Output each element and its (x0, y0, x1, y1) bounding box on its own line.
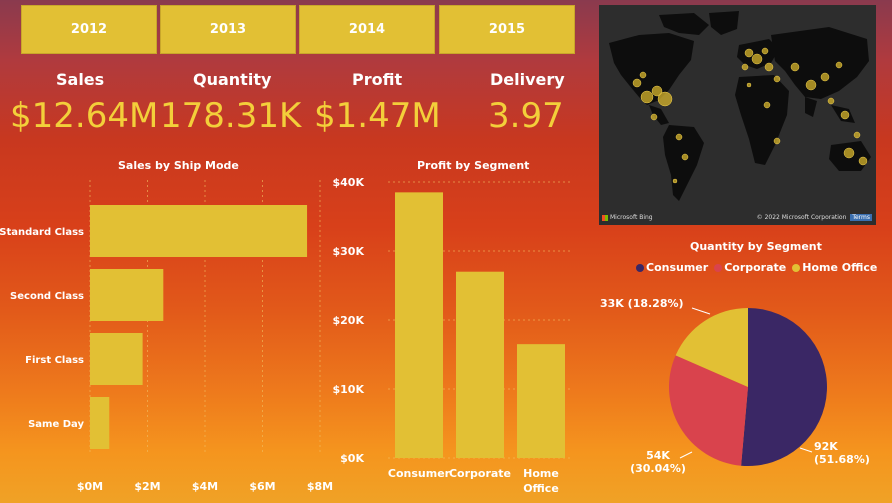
map-landmass (609, 11, 871, 201)
bar-consumer (395, 192, 443, 458)
x-tick-label: $2M (134, 480, 160, 493)
map-canvas (609, 11, 871, 201)
bar-first-class (90, 333, 143, 385)
kpi-sales-label: Sales (56, 70, 105, 89)
legend-corporate[interactable]: Corporate (714, 261, 786, 274)
map-attribution: © 2022 Microsoft Corporation Terms (757, 214, 872, 221)
map-bubbles (632, 47, 868, 184)
legend-corporate-dot (714, 263, 723, 272)
x-tick-label: $4M (192, 480, 218, 493)
category-label: Office (523, 482, 559, 495)
category-label: Standard Class (0, 227, 84, 238)
year-2014-button[interactable]: 2014 (299, 5, 435, 54)
y-tick-label: $0K (340, 452, 364, 465)
bar-same-day (90, 397, 110, 449)
kpi-profit-label: Profit (352, 70, 403, 89)
x-tick-label: $8M (307, 480, 333, 493)
category-label: First Class (25, 355, 84, 366)
y-tick-label: $30K (333, 245, 365, 258)
kpi-delivery-label: Delivery (490, 70, 565, 89)
kpi-profit-value: $1.47M (314, 96, 441, 136)
map-brand-text: Microsoft Bing (610, 214, 653, 221)
x-tick-label: $0M (77, 480, 103, 493)
category-label: Second Class (10, 291, 84, 302)
pie-label-corporate: 54K (646, 449, 670, 462)
year-2015-button[interactable]: 2015 (439, 5, 575, 54)
kpi-sales-value: $12.64M (10, 96, 159, 136)
y-tick-label: $20K (333, 314, 365, 327)
legend-home-office[interactable]: Home Office (792, 261, 877, 274)
y-tick-label: $40K (333, 176, 365, 189)
bing-logo: Microsoft Bing (602, 214, 653, 221)
world-map[interactable]: Microsoft Bing © 2022 Microsoft Corporat… (599, 5, 876, 225)
pie-leader-corporate (679, 451, 693, 459)
y-tick-label: $10K (333, 383, 365, 396)
legend-home-office-dot (792, 263, 801, 272)
pie-slice-home-office (675, 308, 748, 387)
map-attribution-text: © 2022 Microsoft Corporation (756, 214, 847, 221)
year-2013-button[interactable]: 2013 (160, 5, 296, 54)
pie-label-home-office: 33K (18.28%) (600, 297, 684, 310)
legend-corporate-label: Corporate (724, 261, 787, 274)
pie-slice-consumer (741, 308, 827, 466)
kpi-delivery-value: 3.97 (488, 96, 564, 136)
kpi-quantity-label: Quantity (193, 70, 272, 89)
category-label: Consumer (388, 467, 451, 480)
pie-leader-home-office (691, 307, 711, 315)
map-terms-link[interactable]: Terms (850, 214, 872, 221)
quantity-by-segment-pie: 92K(51.68%) 54K(30.04%) 33K (18.28%) (600, 297, 870, 475)
x-tick-label: $6M (249, 480, 275, 493)
bar-second-class (90, 269, 164, 321)
bar-standard-class (90, 205, 308, 257)
pie-legend: Consumer Corporate Home Office (636, 261, 877, 274)
quantity-by-segment-title: Quantity by Segment (690, 240, 822, 253)
category-label: Corporate (449, 467, 511, 480)
legend-consumer-dot (636, 263, 644, 272)
legend-consumer[interactable]: Consumer (636, 261, 708, 274)
bar-corporate (456, 271, 504, 458)
pie-label-consumer: 92K (814, 440, 838, 453)
microsoft-logo-icon (602, 214, 608, 221)
pie-leader-consumer (799, 447, 813, 453)
pie-slice-corporate (669, 355, 748, 466)
kpi-quantity-value: 178.31K (160, 96, 302, 136)
profit-by-segment-title: Profit by Segment (417, 159, 530, 172)
category-label: Home (523, 467, 559, 480)
sales-by-ship-mode-title: Sales by Ship Mode (118, 159, 239, 172)
bar-home-office (517, 344, 565, 458)
year-2012-button[interactable]: 2012 (21, 5, 157, 54)
category-label: Same Day (28, 419, 84, 430)
legend-home-office-label: Home Office (802, 261, 878, 274)
sales-by-ship-mode-chart: $0M $2M $4M $6M $8M Standard Class Second Clas… (0, 180, 333, 493)
legend-consumer-label: Consumer (646, 261, 709, 274)
pie-label-consumer: (51.68%) (814, 453, 870, 466)
pie-label-corporate: (30.04%) (630, 462, 686, 475)
